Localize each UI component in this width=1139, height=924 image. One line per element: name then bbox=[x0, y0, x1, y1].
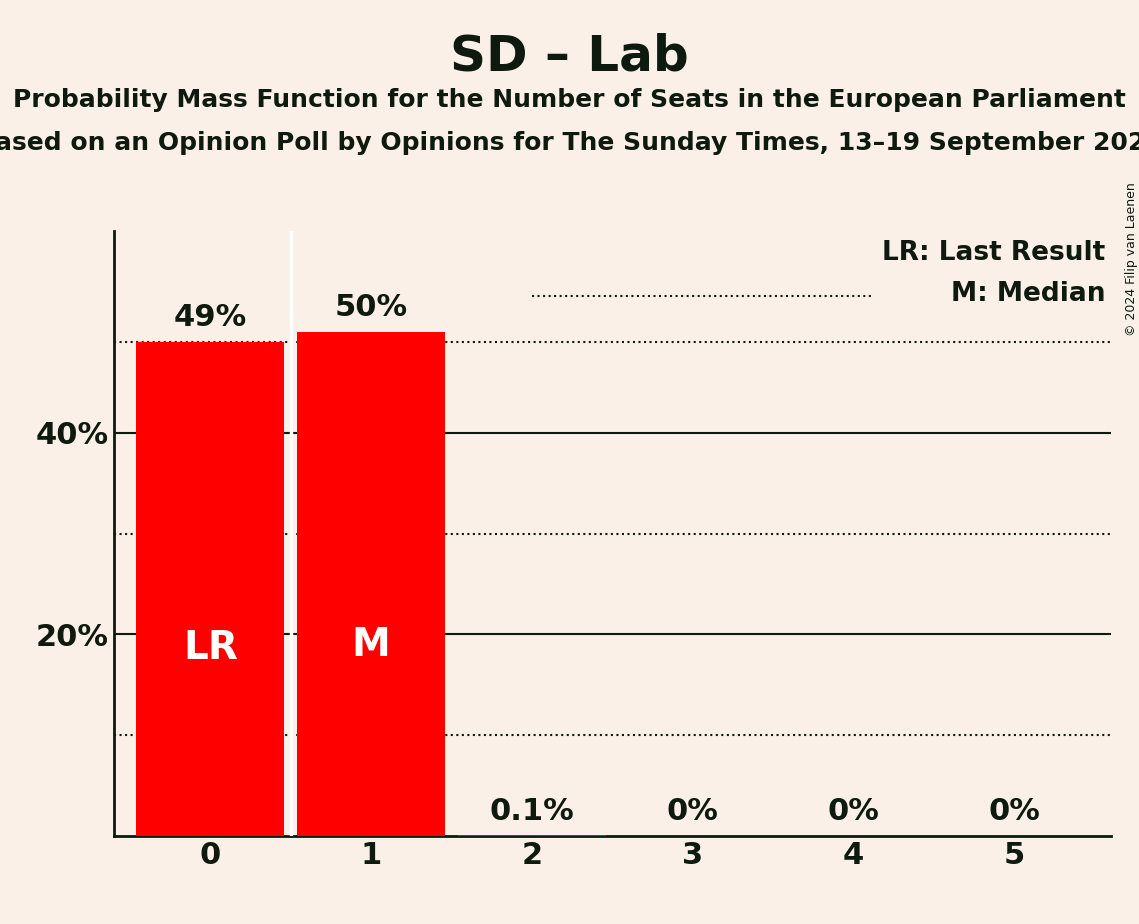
Text: LR: LR bbox=[183, 629, 238, 667]
Text: © 2024 Filip van Laenen: © 2024 Filip van Laenen bbox=[1124, 182, 1138, 335]
Bar bbox=[297, 332, 445, 836]
Text: Based on an Opinion Poll by Opinions for The Sunday Times, 13–19 September 2024: Based on an Opinion Poll by Opinions for… bbox=[0, 131, 1139, 155]
Text: LR: Last Result: LR: Last Result bbox=[883, 240, 1106, 266]
Bar bbox=[137, 342, 285, 836]
Text: SD – Lab: SD – Lab bbox=[450, 32, 689, 80]
Text: 0%: 0% bbox=[666, 797, 719, 826]
Text: 49%: 49% bbox=[174, 303, 247, 332]
Text: M: Median: M: Median bbox=[951, 281, 1106, 307]
Text: 0.1%: 0.1% bbox=[490, 797, 574, 826]
Text: 50%: 50% bbox=[335, 293, 408, 322]
Bar bbox=[458, 835, 606, 836]
Text: M: M bbox=[352, 626, 391, 663]
Text: Probability Mass Function for the Number of Seats in the European Parliament: Probability Mass Function for the Number… bbox=[13, 88, 1126, 112]
Text: 0%: 0% bbox=[827, 797, 879, 826]
Text: 0%: 0% bbox=[989, 797, 1040, 826]
